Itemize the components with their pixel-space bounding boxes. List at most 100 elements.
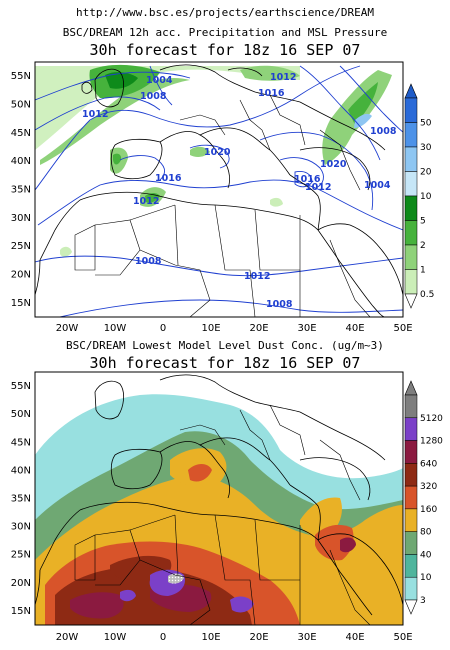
dust-colorbar: 5120 1280 640 320 160 80 40 10 3 (404, 380, 443, 615)
longitude-tick-label: 30E (297, 323, 316, 334)
longitude-tick-label: 0 (160, 632, 166, 643)
colorbar-label: 5 (420, 217, 426, 227)
isobar-label: 1012 (244, 271, 270, 282)
latitude-tick-label: 40N (11, 465, 31, 476)
bottom-panel-title: BSC/DREAM Lowest Model Level Dust Conc. … (66, 339, 384, 352)
colorbar-label: 640 (420, 459, 437, 469)
longitude-tick-label: 40E (345, 632, 364, 643)
top-map-panel: 1004 1008 1012 1016 1020 1012 1016 1008 … (34, 61, 404, 318)
latitude-tick-label: 50N (11, 409, 31, 420)
colorbar-bottom-arrow (404, 293, 418, 309)
colorbar-label: 3 (420, 596, 426, 606)
longitude-tick-label: 10W (104, 632, 127, 643)
longitude-tick-label: 10W (104, 323, 127, 334)
colorbar-swatch (404, 554, 418, 578)
colorbar-label: 20 (420, 168, 432, 178)
isobar-label: 1012 (305, 182, 331, 193)
colorbar-label: 0.5 (420, 290, 434, 300)
colorbar-label: 30 (420, 143, 432, 153)
isobar-label: 1008 (370, 126, 397, 137)
bottom-map-panel (34, 371, 404, 626)
colorbar-label: 2 (420, 241, 426, 251)
latitude-tick-label: 30N (11, 213, 31, 224)
longitude-tick-label: 20W (56, 632, 79, 643)
latitude-tick-label: 15N (11, 298, 31, 309)
colorbar-swatch (404, 244, 418, 270)
isobar-label: 1008 (140, 91, 167, 102)
precipitation-colorbar: 50 30 20 10 5 2 1 0.5 (404, 83, 434, 309)
top-panel-title: BSC/DREAM 12h acc. Precipitation and MSL… (62, 26, 388, 39)
colorbar-swatch (404, 508, 418, 532)
longitude-tick-label: 20E (249, 632, 268, 643)
colorbar-label: 5120 (420, 414, 443, 424)
isobar-label: 1016 (294, 174, 321, 185)
colorbar-swatch (404, 97, 418, 123)
colorbar-swatch (404, 485, 418, 510)
colorbar-swatch (404, 195, 418, 221)
isobar-label: 1008 (135, 256, 162, 267)
latitude-tick-label: 45N (11, 437, 31, 448)
colorbar-label: 50 (420, 119, 432, 129)
colorbar-swatch (404, 463, 418, 487)
isobar-label: 1012 (82, 109, 108, 120)
colorbar-swatch (404, 146, 418, 172)
latitude-tick-label: 25N (11, 550, 31, 561)
latitude-tick-label: 20N (11, 578, 31, 589)
colorbar-label: 40 (420, 550, 432, 560)
country-borders (74, 94, 371, 317)
longitude-tick-label: 50E (393, 632, 412, 643)
top-panel-subtitle: 30h forecast for 18z 16 SEP 07 (89, 41, 361, 59)
isobar-label: 1012 (270, 72, 296, 83)
precipitation-field (35, 64, 392, 257)
colorbar-swatch (404, 440, 418, 464)
colorbar-swatch (404, 269, 418, 295)
colorbar-label: 10 (420, 192, 432, 202)
latitude-tick-label: 20N (11, 270, 31, 281)
isobar-label: 1008 (266, 299, 293, 310)
coastlines (35, 374, 403, 616)
latitude-tick-label: 45N (11, 128, 31, 139)
isobar-label: 1004 (364, 180, 391, 191)
latitude-tick-label: 35N (11, 494, 31, 505)
colorbar-bottom-arrow (404, 599, 418, 615)
colorbar-swatch (404, 394, 418, 419)
isobar-label: 1020 (204, 147, 231, 158)
latitude-tick-label: 55N (11, 381, 31, 392)
isobar-label: 1016 (155, 173, 182, 184)
latitude-tick-label: 35N (11, 185, 31, 196)
isobar-label: 1016 (258, 88, 285, 99)
latitude-tick-label: 40N (11, 156, 31, 167)
colorbar-swatch (404, 531, 418, 555)
top-latitude-labels: 55N 50N 45N 40N 35N 30N 25N 20N 15N (11, 71, 31, 309)
colorbar-label: 1 (420, 266, 426, 276)
bottom-latitude-labels: 55N 50N 45N 40N 35N 30N 25N 20N 15N (11, 381, 31, 617)
latitude-tick-label: 25N (11, 241, 31, 252)
bottom-longitude-labels: 20W 10W 0 10E 20E 30E 40E 50E (56, 632, 413, 643)
longitude-tick-label: 20E (249, 323, 268, 334)
bottom-panel-subtitle: 30h forecast for 18z 16 SEP 07 (89, 354, 361, 372)
longitude-tick-label: 20W (56, 323, 79, 334)
country-borders (74, 404, 371, 625)
longitude-tick-label: 50E (393, 323, 412, 334)
latitude-tick-label: 55N (11, 71, 31, 82)
latitude-tick-label: 30N (11, 522, 31, 533)
longitude-tick-label: 10E (201, 323, 220, 334)
colorbar-top-arrow (404, 83, 418, 99)
longitude-tick-label: 30E (297, 632, 316, 643)
colorbar-swatch (404, 576, 418, 601)
source-url: http://www.bsc.es/projects/earthscience/… (75, 6, 374, 19)
colorbar-label: 160 (420, 505, 437, 515)
colorbar-top-arrow (404, 380, 418, 396)
isobar-label: 1004 (146, 75, 173, 86)
colorbar-label: 80 (420, 528, 432, 538)
isobar-labels: 1004 1008 1012 1016 1020 1012 1016 1008 … (82, 72, 397, 310)
top-longitude-labels: 20W 10W 0 10E 20E 30E 40E 50E (56, 323, 413, 334)
colorbar-swatch (404, 122, 418, 148)
latitude-tick-label: 15N (11, 606, 31, 617)
colorbar-swatch (404, 171, 418, 197)
longitude-tick-label: 40E (345, 323, 364, 334)
colorbar-swatch (404, 417, 418, 441)
colorbar-label: 10 (420, 573, 432, 583)
colorbar-swatch (404, 220, 418, 246)
